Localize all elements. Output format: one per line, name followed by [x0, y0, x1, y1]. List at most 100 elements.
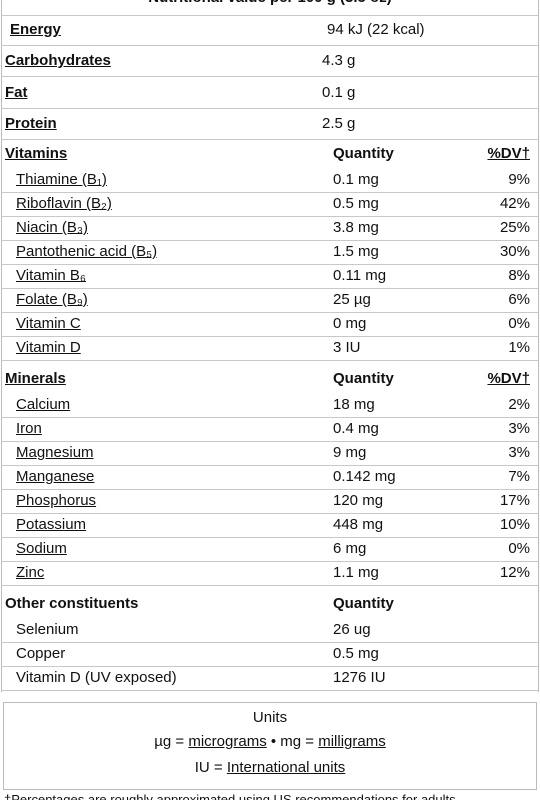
- nutrient-name: Selenium: [16, 621, 79, 638]
- nutrient-name[interactable]: Iron: [16, 420, 42, 437]
- nutrient-quantity: 0.1 mg: [333, 171, 379, 188]
- row-divider: [1, 561, 538, 562]
- nutrient-name[interactable]: Thiamine (B₁): [16, 171, 107, 188]
- unit-text: µg =: [154, 733, 189, 750]
- nutrient-dv: 0%: [508, 315, 530, 332]
- nutrient-name: Vitamin D (UV exposed): [16, 669, 177, 686]
- unit-text: IU =: [194, 759, 227, 776]
- nutrient-name[interactable]: Energy: [10, 21, 61, 38]
- nutrient-name[interactable]: Pantothenic acid (B₅): [16, 243, 158, 260]
- row-divider: [1, 312, 538, 313]
- nutrient-name[interactable]: Niacin (B₃): [16, 219, 88, 236]
- row-divider: [1, 441, 538, 442]
- section-header[interactable]: Minerals: [5, 370, 66, 387]
- nutrient-dv: 17%: [499, 492, 530, 509]
- units-box: Units µg = micrograms • mg = milligrams IU…: [3, 702, 537, 790]
- nutrient-dv: 12%: [499, 564, 530, 581]
- row-divider: [1, 585, 538, 586]
- row-divider: [1, 489, 538, 490]
- section-header[interactable]: Vitamins: [5, 145, 68, 162]
- row-divider: [1, 513, 538, 514]
- quantity-header: Quantity: [333, 145, 394, 162]
- quantity-header: Quantity: [333, 595, 394, 612]
- row-divider: [1, 76, 538, 77]
- nutrient-dv: 10%: [499, 516, 530, 533]
- row-divider: [1, 360, 538, 361]
- row-divider: [1, 642, 538, 643]
- quantity-header: Quantity: [333, 370, 394, 387]
- nutrient-dv: 25%: [499, 219, 530, 236]
- table-frame: [1, 0, 539, 692]
- nutrient-name[interactable]: Potassium: [16, 516, 87, 533]
- nutrient-name: Copper: [16, 645, 66, 662]
- nutrient-quantity: 120 mg: [333, 492, 384, 509]
- unit-link[interactable]: International units: [226, 759, 346, 776]
- nutrient-name[interactable]: Manganese: [16, 468, 95, 485]
- nutrient-dv: 30%: [499, 243, 530, 260]
- row-divider: [1, 264, 538, 265]
- nutrient-dv: 9%: [508, 171, 530, 188]
- nutrient-name[interactable]: Carbohydrates: [5, 52, 111, 70]
- nutrient-quantity: 1276 IU: [333, 669, 386, 686]
- nutrient-quantity: 26 ug: [333, 621, 371, 638]
- nutrient-dv: 8%: [508, 267, 530, 284]
- table-title: Nutritional value per 100 g (3.5 oz): [0, 0, 540, 8]
- nutrient-quantity: 18 mg: [333, 396, 375, 413]
- nutrient-name[interactable]: Protein: [5, 114, 57, 132]
- footnote: †Percentages are roughly approximated us…: [4, 792, 460, 800]
- nutrient-dv: 2%: [508, 396, 530, 413]
- nutrient-dv: 1%: [508, 339, 530, 356]
- row-divider: [1, 288, 538, 289]
- row-divider: [1, 336, 538, 337]
- row-divider: [1, 465, 538, 466]
- row-divider: [1, 537, 538, 538]
- units-line: µg = micrograms • mg = milligrams: [4, 729, 536, 755]
- dv-header[interactable]: %DV†: [487, 145, 530, 162]
- dv-header[interactable]: %DV†: [487, 370, 530, 387]
- row-divider: [1, 240, 538, 241]
- row-divider: [1, 666, 538, 667]
- unit-link[interactable]: micrograms: [188, 733, 267, 750]
- nutrient-name[interactable]: Sodium: [16, 540, 67, 557]
- row-divider: [1, 417, 538, 418]
- nutrient-value: 4.3 g: [322, 52, 356, 70]
- nutrient-name[interactable]: Phosphorus: [16, 492, 97, 509]
- row-divider: [1, 139, 538, 140]
- row-divider: [1, 216, 538, 217]
- row-divider: [1, 690, 538, 691]
- nutrient-dv: 42%: [499, 195, 530, 212]
- nutrient-name[interactable]: Vitamin C: [16, 315, 81, 332]
- nutrient-name[interactable]: Magnesium: [16, 444, 94, 461]
- nutrient-quantity: 9 mg: [333, 444, 367, 461]
- nutrient-quantity: 0.142 mg: [333, 468, 396, 485]
- nutrient-dv: 3%: [508, 420, 530, 437]
- nutrient-quantity: 0.5 mg: [333, 645, 379, 662]
- nutrient-name[interactable]: Calcium: [16, 396, 71, 413]
- nutrient-value: 94 kJ (22 kcal): [327, 21, 425, 38]
- nutrient-quantity: 0.5 mg: [333, 195, 379, 212]
- nutrient-name[interactable]: Zinc: [16, 564, 45, 581]
- nutrient-dv: 3%: [508, 444, 530, 461]
- nutrient-dv: 7%: [508, 468, 530, 485]
- nutrient-name[interactable]: Folate (B₉): [16, 291, 88, 308]
- nutrient-name[interactable]: Fat: [5, 83, 28, 101]
- row-divider: [1, 192, 538, 193]
- nutrient-quantity: 448 mg: [333, 516, 384, 533]
- nutrient-quantity: 3.8 mg: [333, 219, 379, 236]
- nutrient-dv: 6%: [508, 291, 530, 308]
- nutrient-name[interactable]: Vitamin B₆: [16, 267, 86, 284]
- unit-link[interactable]: milligrams: [318, 733, 386, 750]
- nutrient-quantity: 0.4 mg: [333, 420, 379, 437]
- unit-text: • mg =: [266, 733, 319, 750]
- nutrient-quantity: 25 µg: [333, 291, 371, 308]
- nutrient-quantity: 6 mg: [333, 540, 367, 557]
- row-divider: [1, 45, 538, 46]
- nutrient-value: 0.1 g: [322, 83, 356, 101]
- row-divider: [1, 15, 538, 16]
- nutrient-quantity: 1.1 mg: [333, 564, 379, 581]
- nutrient-value: 2.5 g: [322, 114, 356, 132]
- units-title: Units: [252, 709, 288, 726]
- nutrient-name[interactable]: Riboflavin (B₂): [16, 195, 112, 212]
- nutrient-name[interactable]: Vitamin D: [16, 339, 81, 356]
